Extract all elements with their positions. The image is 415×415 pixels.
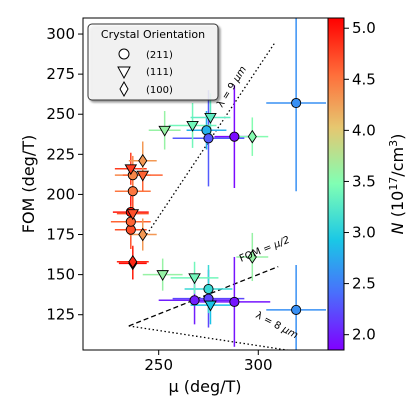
data-point-18-triangle-down: [186, 121, 199, 132]
colorbar-label: N (1017/cm3): [387, 134, 407, 235]
reference-lines: [128, 43, 291, 350]
y-axis-label: FOM (deg/T): [19, 135, 38, 234]
legend-entry-111: (111): [146, 67, 173, 78]
y-tick-label-0: 125: [46, 306, 75, 324]
data-point-12-circle: [291, 97, 302, 109]
colorbar-tick-label-3: 3.5: [352, 172, 376, 190]
colorbar-tick-label-0: 2.0: [352, 326, 376, 344]
legend-entry-100: (100): [146, 85, 173, 96]
legend: Crystal Orientation (211) (111) (100): [87, 23, 219, 101]
data-point-1-circle: [127, 186, 138, 197]
data-markers: [124, 97, 302, 315]
legend-circle-icon: [118, 48, 130, 60]
y-axis-ticks: 125 150 175 200 225 250 275 300: [46, 25, 83, 324]
data-point-15-triangle-down: [136, 170, 150, 182]
legend-entry-211: (211): [146, 50, 173, 61]
colorbar: 2.0 2.5 3.0 3.5 4.0 4.5 5.0 N (1017/cm3): [327, 17, 407, 351]
data-point-5-circle: [189, 295, 200, 306]
data-point-21-triangle-down: [188, 273, 201, 285]
data-point-8-circle: [229, 296, 240, 307]
colorbar-gradient: [327, 17, 345, 351]
y-tick-label-3: 200: [46, 185, 75, 203]
y-tick-label-1: 150: [46, 266, 75, 284]
colorbar-tick-label-6: 5.0: [352, 19, 376, 37]
legend-diamond-icon: [119, 80, 129, 98]
data-point-4-circle: [125, 216, 136, 227]
data-point-16-triangle-down: [126, 209, 140, 221]
data-point-28-diamond: [247, 250, 257, 264]
y-tick-label-6: 275: [46, 65, 75, 83]
lambda-9-annotation: λ = 9 μm: [215, 64, 249, 109]
y-tick-label-4: 225: [46, 145, 75, 163]
legend-box: [87, 23, 219, 101]
x-tick-label-1: 300: [244, 356, 273, 374]
data-point-7-circle: [203, 284, 214, 295]
data-point-10-circle: [203, 133, 214, 144]
x-axis-label: μ (deg/T): [168, 377, 241, 396]
fom-half-annotation: FOM = μ/2: [238, 235, 291, 265]
colorbar-tick-label-2: 3.0: [352, 224, 376, 242]
y-tick-label-2: 175: [46, 226, 75, 244]
legend-title: Crystal Orientation: [101, 28, 205, 41]
colorbar-tick-label-4: 4.0: [352, 121, 376, 139]
colorbar-tick-label-5: 4.5: [352, 70, 376, 88]
data-point-11-circle: [229, 131, 240, 142]
data-point-19-triangle-down: [204, 112, 217, 124]
data-point-14-triangle-down: [124, 164, 138, 176]
y-tick-label-5: 250: [46, 105, 75, 123]
y-tick-label-7: 300: [46, 25, 75, 43]
data-point-22-triangle-down: [204, 300, 217, 312]
data-point-27-diamond: [247, 129, 257, 144]
data-point-20-triangle-down: [156, 270, 169, 282]
data-point-13-circle: [291, 304, 302, 315]
data-point-23-diamond: [138, 153, 148, 168]
x-tick-label-0: 250: [144, 356, 173, 374]
reference-line-2: [128, 265, 279, 327]
colorbar-ticks: 2.0 2.5 3.0 3.5 4.0 4.5 5.0: [344, 19, 376, 344]
lambda-8-annotation: λ = 8 μm: [254, 310, 300, 342]
x-axis-ticks: 250 300: [144, 350, 273, 374]
data-point-24-diamond: [138, 227, 148, 242]
colorbar-tick-label-1: 2.5: [352, 275, 376, 293]
legend-triangle-down-icon: [117, 66, 131, 80]
data-point-17-triangle-down: [158, 125, 171, 137]
data-point-26-diamond: [128, 254, 138, 269]
